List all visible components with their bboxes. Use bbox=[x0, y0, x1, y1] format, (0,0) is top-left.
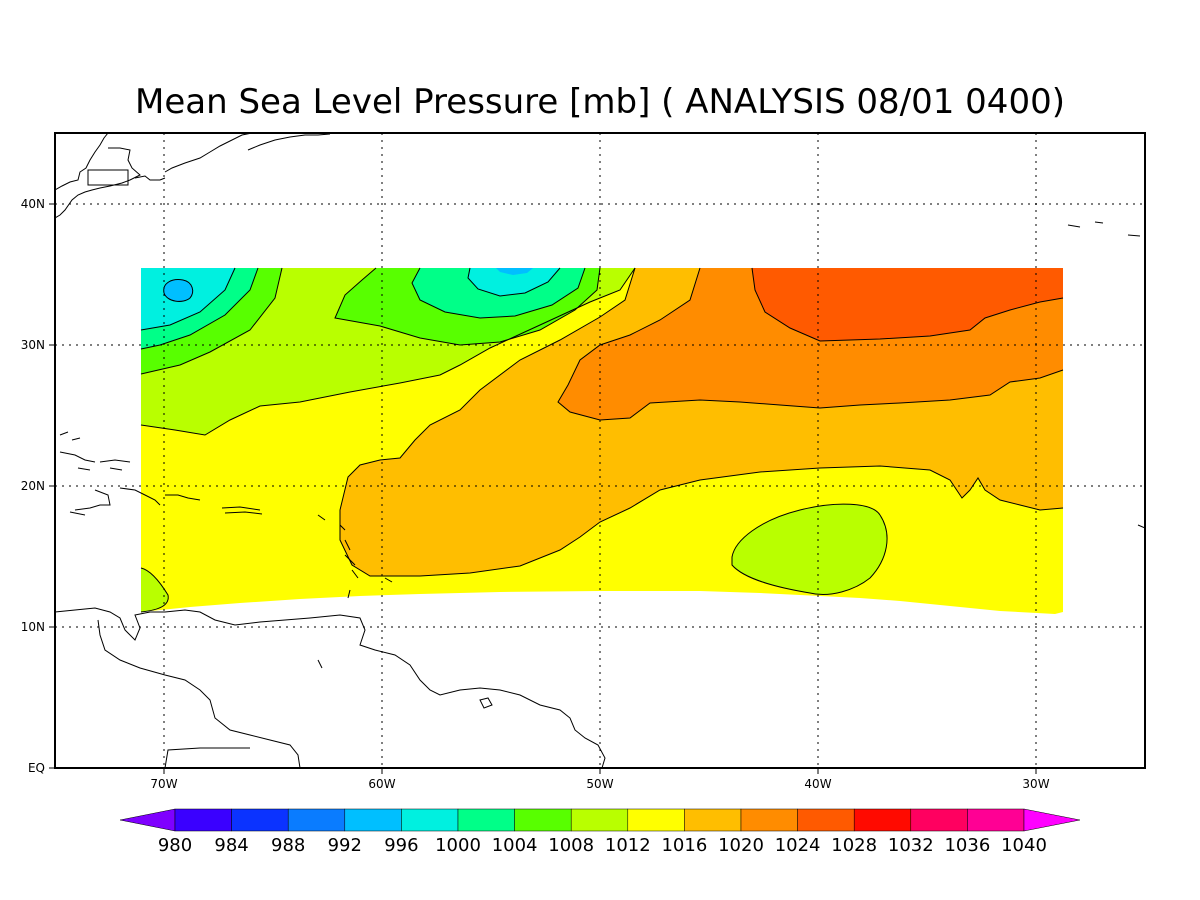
colorbar-swatch bbox=[684, 808, 742, 832]
colorbar-label: 1008 bbox=[548, 835, 594, 856]
atlantic-islands bbox=[1067, 221, 1145, 529]
nova-scotia-coast bbox=[164, 133, 331, 173]
lat-label-eq: EQ bbox=[28, 761, 45, 775]
colorbar-label: 1016 bbox=[661, 835, 707, 856]
colorbar-arrow-high bbox=[1023, 808, 1081, 832]
colorbar-swatch bbox=[231, 808, 289, 832]
colorbar-swatch bbox=[967, 808, 1025, 832]
lat-label-40n: 40N bbox=[21, 197, 45, 211]
pressure-band-1024-1028 bbox=[752, 268, 1063, 341]
south-america-coast bbox=[55, 607, 606, 768]
axis-ticks bbox=[49, 203, 1037, 774]
colorbar-swatch bbox=[457, 808, 515, 832]
lon-label-30w: 30W bbox=[1022, 777, 1049, 791]
coastlines bbox=[55, 133, 1145, 768]
pressure-field bbox=[55, 133, 1145, 768]
colorbar-label: 992 bbox=[328, 835, 362, 856]
colorbar-label: 1012 bbox=[605, 835, 651, 856]
colorbar-swatch bbox=[287, 808, 346, 832]
pressure-band-1012-1016 bbox=[141, 568, 169, 612]
contour-lines bbox=[140, 267, 1064, 613]
colorbar-swatch bbox=[344, 808, 402, 832]
colorbar-swatch bbox=[514, 808, 572, 832]
lat-label-10n: 10N bbox=[21, 620, 45, 634]
lon-label-70w: 70W bbox=[150, 777, 177, 791]
colorbar-label: 1028 bbox=[831, 835, 877, 856]
colorbar-swatch bbox=[910, 808, 968, 832]
colorbar-label: 1040 bbox=[1001, 835, 1047, 856]
colorbar-swatch bbox=[627, 808, 685, 832]
colorbar-label: 996 bbox=[384, 835, 418, 856]
colorbar-label: 1032 bbox=[888, 835, 934, 856]
pressure-band-992-996 bbox=[496, 268, 533, 275]
colorbar-swatch bbox=[853, 808, 912, 832]
colorbar-swatch bbox=[401, 808, 459, 832]
colorbar-label: 1024 bbox=[775, 835, 821, 856]
pressure-band-1012-1016 bbox=[732, 504, 888, 595]
lon-label-60w: 60W bbox=[368, 777, 395, 791]
colorbar-swatch bbox=[740, 808, 798, 832]
colorbar-label: 1004 bbox=[492, 835, 538, 856]
lon-label-50w: 50W bbox=[586, 777, 613, 791]
north-america-coast bbox=[55, 133, 141, 219]
lat-label-20n: 20N bbox=[21, 479, 45, 493]
colorbar: 980 984 988 992 996 1000 1004 1008 1012 1016 1020 1… bbox=[119, 808, 1081, 856]
colorbar-swatch bbox=[174, 808, 232, 832]
pressure-band-992-996 bbox=[163, 279, 193, 302]
colorbar-label: 1036 bbox=[944, 835, 990, 856]
pressure-band-996-1000 bbox=[468, 268, 560, 296]
colorbar-label: 1020 bbox=[718, 835, 764, 856]
colorbar-label: 1000 bbox=[435, 835, 481, 856]
lon-label-40w: 40W bbox=[804, 777, 831, 791]
caribbean-islands bbox=[59, 431, 393, 599]
colorbar-label: 980 bbox=[158, 835, 192, 856]
colorbar-swatch bbox=[797, 808, 855, 832]
colorbar-label: 988 bbox=[271, 835, 305, 856]
lat-label-30n: 30N bbox=[21, 338, 45, 352]
colorbar-arrow-low bbox=[119, 808, 176, 832]
colorbar-swatch bbox=[570, 808, 629, 832]
colorbar-label: 984 bbox=[214, 835, 248, 856]
map-title: Mean Sea Level Pressure [mb] ( ANALYSIS … bbox=[135, 82, 1065, 122]
grid-lines bbox=[55, 133, 1145, 768]
